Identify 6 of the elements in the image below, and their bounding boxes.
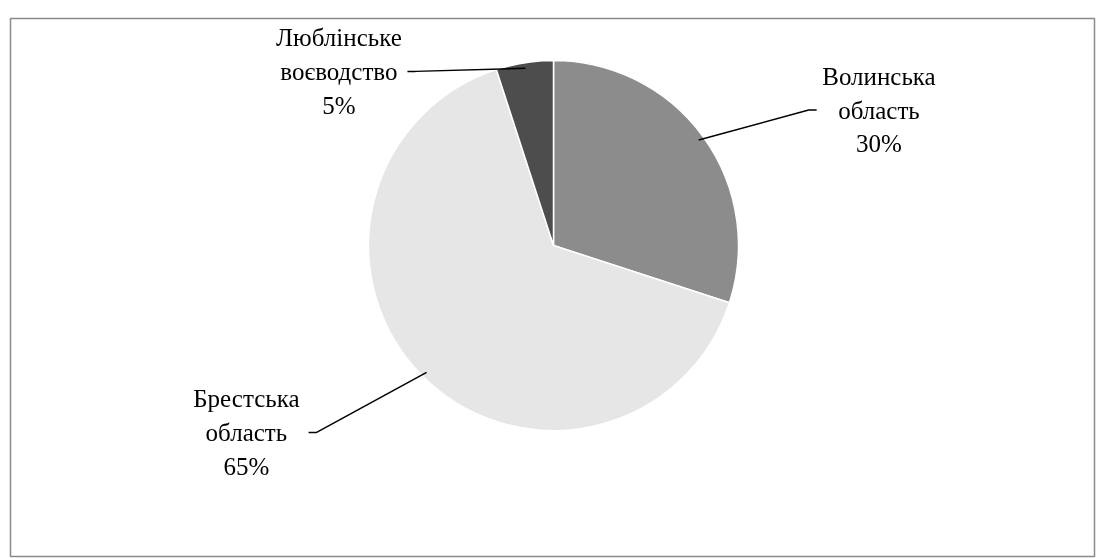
slice-label: Волинська область xyxy=(822,62,936,124)
slice-label: Люблінське воєводство xyxy=(276,24,402,85)
slice-label: Брестська область xyxy=(193,385,300,446)
data-label: 5% xyxy=(322,91,356,119)
data-label: 65% xyxy=(223,452,270,480)
data-label: 30% xyxy=(856,130,902,158)
